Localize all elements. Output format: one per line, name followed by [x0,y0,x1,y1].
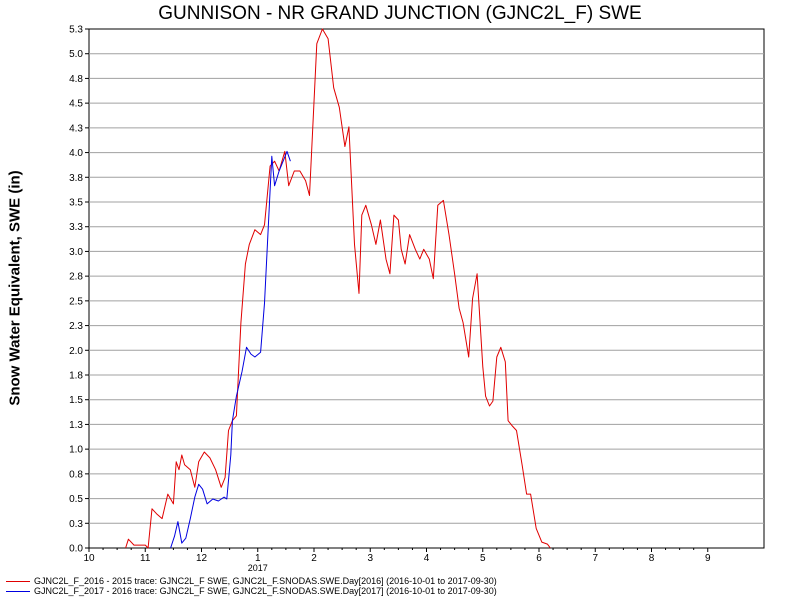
x-tick-label: 8 [649,553,655,564]
y-tick-label: 1.5 [69,395,83,406]
y-tick-label: 1.8 [69,371,83,382]
x-tick-label: 4 [424,553,430,564]
y-tick-label: 4.8 [69,74,83,85]
x-tick-label: 3 [367,553,373,564]
y-tick-label: 4.3 [69,123,83,134]
y-tick-label: 3.3 [69,222,83,233]
y-tick-label: 2.5 [69,296,83,307]
y-tick-label: 3.5 [69,198,83,209]
legend-swatch-blue [6,590,30,592]
x-tick-label: 12 [196,553,208,564]
legend: GJNC2L_F_2016 - 2015 trace: GJNC2L_F SWE… [6,576,497,596]
legend-label-2016: GJNC2L_F_2016 - 2015 trace: GJNC2L_F SWE… [34,576,497,586]
grid-lines [89,53,764,524]
y-tick-label: 0.3 [69,519,83,530]
chart-title: GUNNISON - NR GRAND JUNCTION (GJNC2L_F) … [158,3,642,24]
x-year-label: 2017 [248,563,268,573]
y-tick-label: 4.5 [69,99,83,110]
series-line-1 [170,150,291,549]
y-tick-label: 2.3 [69,321,83,332]
legend-swatch-red [6,580,30,582]
x-tick-label: 11 [140,553,151,564]
series-line-0 [125,28,551,549]
x-tick-label: 1 [255,553,261,564]
y-tick-label: 0.8 [69,469,83,480]
y-tick-label: 4.0 [69,148,83,159]
x-tick-label: 5 [480,553,486,564]
y-tick-label: 2.0 [69,346,83,357]
x-tick-label: 9 [705,553,711,564]
legend-entry-2017: GJNC2L_F_2017 - 2016 trace: GJNC2L_F SWE… [6,586,497,596]
y-tick-label: 5.3 [69,25,83,36]
x-tick-label: 7 [592,553,598,564]
y-tick-label: 0.5 [69,494,83,505]
legend-entry-2016: GJNC2L_F_2016 - 2015 trace: GJNC2L_F SWE… [6,576,497,586]
axis-ticks: 0.0 0.3 0.5 0.8 1.0 1.3 1.5 1.8 2.0 2.3 2.5 2.8 3.0 3… [69,25,711,574]
x-tick-label: 10 [83,553,95,564]
y-tick-label: 2.8 [69,272,83,283]
y-tick-label: 1.0 [69,445,83,456]
series-lines [125,28,551,549]
x-tick-label: 6 [536,553,542,564]
x-tick-label: 2 [311,553,317,564]
y-tick-label: 5.0 [69,49,83,60]
legend-label-2017: GJNC2L_F_2017 - 2016 trace: GJNC2L_F SWE… [34,586,497,596]
y-tick-label: 1.3 [69,420,83,431]
y-tick-label: 3.8 [69,173,83,184]
y-tick-label: 3.0 [69,247,83,258]
plot-frame [88,28,765,549]
y-tick-label: 0.0 [69,544,83,555]
